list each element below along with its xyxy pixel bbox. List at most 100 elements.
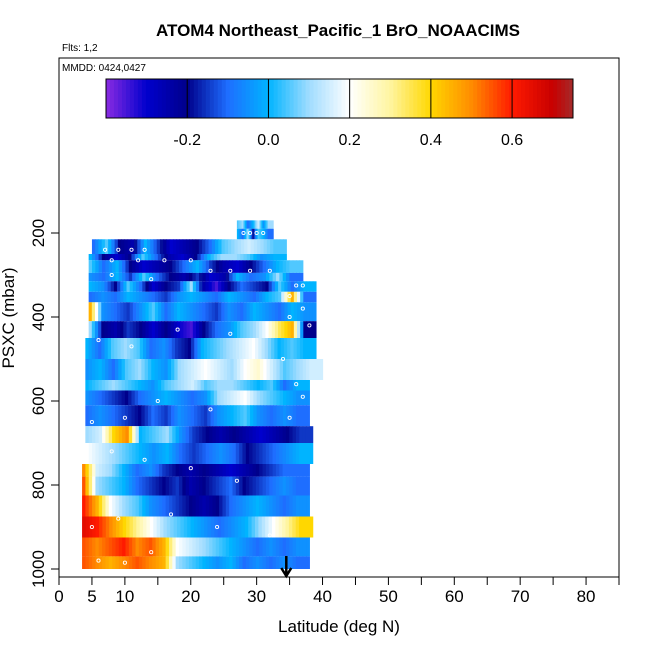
heatmap-cell	[200, 338, 205, 359]
heatmap-cell	[229, 443, 234, 464]
heatmap-cell	[108, 359, 113, 380]
heatmap-cell	[239, 556, 244, 569]
heatmap-cell	[306, 359, 310, 380]
heatmap-cell	[118, 359, 123, 380]
heatmap-cell	[232, 443, 237, 464]
heatmap-cell	[122, 476, 127, 496]
heatmap-cell	[203, 254, 208, 261]
heatmap-cell	[263, 380, 268, 391]
heatmap-cell	[296, 272, 301, 282]
heatmap-cell	[164, 359, 169, 380]
data-marker	[300, 394, 305, 399]
heatmap-cell	[195, 281, 200, 292]
heatmap-cell	[172, 443, 177, 464]
heatmap-cell	[114, 239, 119, 254]
heatmap-cell	[170, 291, 175, 303]
heatmap-cell	[118, 537, 123, 557]
heatmap-cell	[205, 495, 210, 517]
heatmap-cell	[269, 443, 274, 464]
data-marker	[116, 516, 121, 521]
heatmap-cell	[265, 260, 270, 273]
heatmap-cell	[222, 495, 227, 517]
heatmap-cell	[279, 260, 284, 273]
heatmap-cell	[223, 338, 227, 359]
heatmap-cell	[115, 476, 120, 496]
heatmap-cell	[135, 476, 140, 496]
x-tick-label: 0	[54, 587, 63, 606]
heatmap-cell	[141, 390, 146, 406]
heatmap-cell	[186, 321, 191, 338]
heatmap-cell	[274, 338, 279, 359]
heatmap-cell	[263, 239, 268, 254]
heatmap-cell	[155, 464, 160, 477]
heatmap-cell	[269, 426, 274, 443]
heatmap-cell	[237, 302, 241, 322]
heatmap-cell	[108, 390, 113, 406]
heatmap-cell	[142, 291, 147, 303]
heatmap-cell	[250, 380, 254, 391]
heatmap-cell	[271, 338, 275, 359]
heatmap-cell	[215, 537, 220, 557]
heatmap-cell	[245, 338, 250, 359]
heatmap-cell	[252, 272, 257, 282]
heatmap-cell	[266, 254, 271, 261]
heatmap-cell	[158, 260, 163, 273]
heatmap-cell	[232, 495, 237, 517]
colorbar-swatch	[337, 79, 342, 118]
heatmap-cell	[259, 302, 263, 322]
heatmap-cell	[137, 239, 142, 254]
heatmap-cell	[255, 495, 260, 517]
heatmap-cell	[283, 380, 287, 391]
heatmap-cell	[232, 338, 237, 359]
data-marker	[89, 419, 94, 425]
heatmap-cell	[149, 338, 154, 359]
heatmap-cell	[172, 426, 177, 443]
heatmap-cell	[259, 390, 264, 406]
data-marker	[234, 478, 239, 483]
heatmap-cell	[121, 380, 126, 391]
data-marker	[300, 283, 305, 288]
heatmap-cell	[292, 516, 297, 538]
heatmap-cell	[163, 516, 168, 538]
colorbar-swatch	[569, 79, 574, 118]
colorbar-swatch	[109, 79, 115, 118]
heatmap-cell	[158, 476, 163, 496]
heatmap-cell	[162, 260, 167, 273]
heatmap-cell	[158, 537, 163, 557]
heatmap-cell	[227, 321, 232, 338]
heatmap-cell	[219, 426, 223, 443]
heatmap-cell	[182, 426, 187, 443]
heatmap-cell	[266, 380, 271, 391]
heatmap-cell	[286, 359, 291, 380]
heatmap-cell	[269, 260, 274, 273]
heatmap-cell	[165, 443, 170, 464]
heatmap-cell	[215, 443, 220, 464]
heatmap-cell	[243, 321, 248, 338]
heatmap-cell	[155, 476, 160, 496]
heatmap-cell	[275, 464, 280, 477]
data-marker	[267, 533, 272, 538]
data-marker	[228, 331, 233, 336]
heatmap-cell	[279, 390, 284, 406]
colorbar-swatch	[157, 79, 163, 118]
heatmap-cell	[237, 239, 242, 254]
heatmap-cell	[225, 426, 230, 443]
colorbar-swatch	[169, 79, 175, 118]
heatmap-cell	[158, 556, 163, 569]
data-marker	[208, 268, 213, 273]
heatmap-cell	[162, 464, 167, 477]
heatmap-cell	[209, 464, 214, 477]
data-marker	[188, 466, 193, 471]
heatmap-cell	[271, 220, 274, 229]
heatmap-cell	[108, 380, 113, 391]
colorbar-swatch	[473, 79, 478, 118]
heatmap-cell	[236, 405, 241, 427]
heatmap-cell	[184, 380, 189, 391]
heatmap-cell	[256, 220, 259, 229]
colorbar-swatch	[233, 79, 239, 118]
heatmap-cell	[132, 556, 137, 569]
heatmap-cell	[197, 254, 202, 261]
heatmap-cell	[173, 302, 178, 322]
heatmap-cell	[122, 272, 127, 282]
heatmap-cell	[205, 321, 210, 338]
